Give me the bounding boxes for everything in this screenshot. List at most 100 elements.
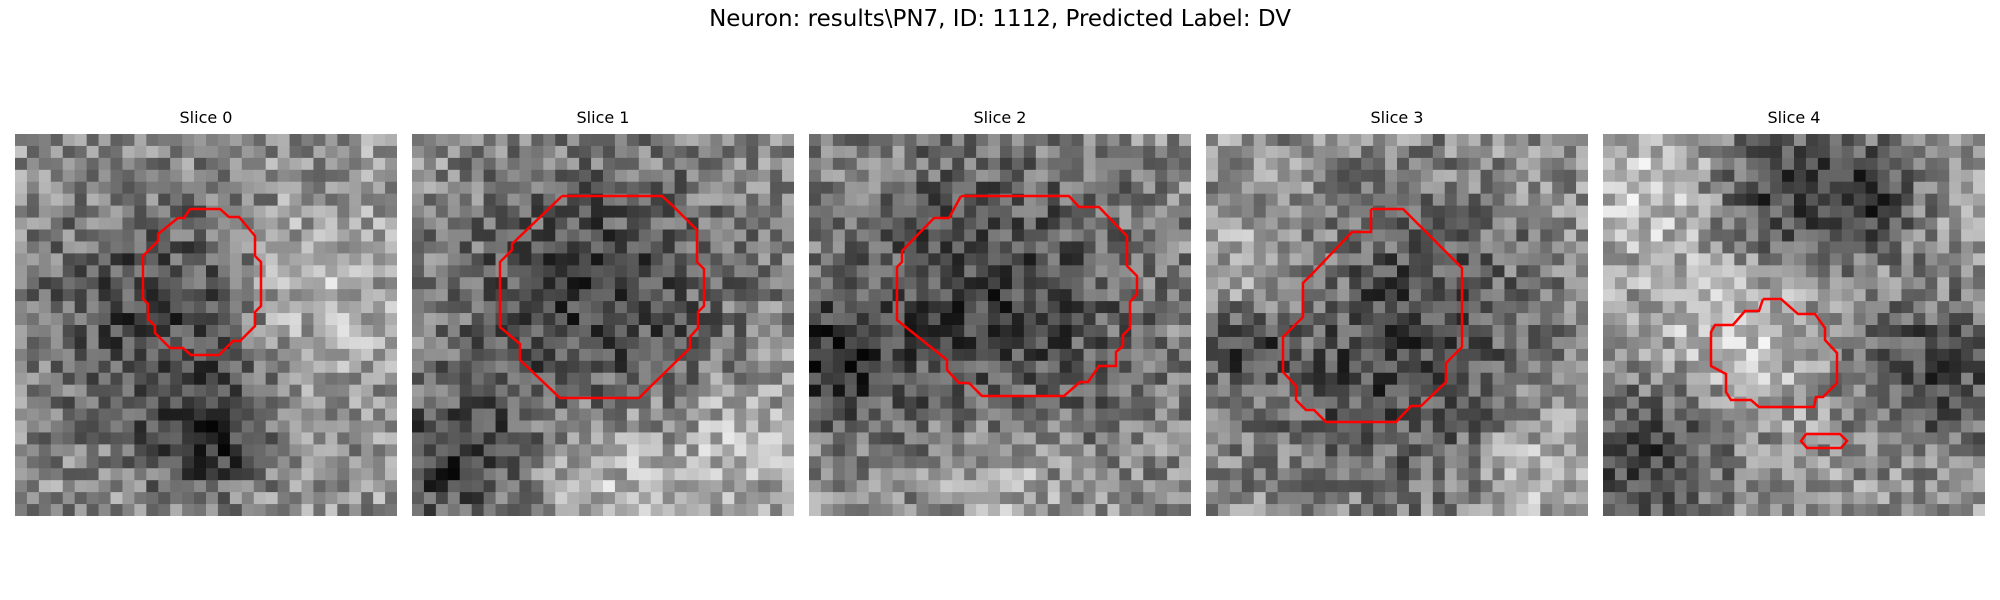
image-pixel [832, 217, 846, 231]
image-pixel [122, 336, 135, 350]
image-pixel [385, 372, 397, 386]
image-pixel [373, 181, 386, 195]
image-pixel [146, 134, 159, 147]
image-pixel [856, 456, 870, 469]
image-pixel [1313, 348, 1326, 362]
image-pixel [1782, 444, 1795, 457]
image-pixel [253, 205, 267, 219]
image-pixel [916, 492, 929, 505]
image-pixel [1770, 432, 1783, 445]
image-pixel [1877, 217, 1891, 231]
image-pixel [253, 504, 267, 516]
image-pixel [1361, 456, 1374, 469]
roi-contour-0 [141, 207, 263, 357]
image-pixel [579, 396, 592, 410]
image-pixel [1901, 193, 1914, 207]
image-pixel [412, 492, 425, 505]
image-pixel [976, 301, 989, 314]
image-pixel [1301, 313, 1315, 326]
image-pixel [1206, 217, 1219, 231]
image-pixel [313, 229, 326, 243]
image-pixel [1179, 444, 1191, 457]
image-pixel [1841, 277, 1855, 290]
image-pixel [1408, 265, 1422, 278]
image-pixel [337, 360, 350, 374]
image-pixel [1889, 145, 1903, 159]
image-pixel [349, 301, 362, 314]
image-pixel [50, 420, 64, 434]
image-pixel [880, 289, 894, 302]
image-pixel [495, 348, 509, 362]
image-pixel [1325, 301, 1338, 314]
image-pixel [1083, 289, 1097, 302]
image-pixel [1961, 241, 1974, 254]
image-pixel [1131, 360, 1144, 374]
image-pixel [134, 157, 147, 171]
image-pixel [1973, 408, 1985, 422]
image-pixel [1337, 456, 1350, 469]
image-pixel [531, 492, 544, 505]
image-pixel [38, 265, 52, 278]
image-pixel [1626, 372, 1640, 386]
image-pixel [1528, 360, 1541, 374]
image-pixel [1023, 504, 1037, 516]
image-pixel [770, 157, 783, 171]
image-pixel [1432, 253, 1446, 266]
image-pixel [638, 157, 652, 171]
image-pixel [1746, 360, 1759, 374]
image-pixel [38, 504, 52, 516]
image-pixel [1468, 384, 1482, 398]
image-pixel [1949, 229, 1962, 243]
image-pixel [1480, 504, 1494, 516]
image-pixel [1614, 169, 1628, 183]
image-pixel [206, 265, 219, 278]
image-pixel [15, 372, 28, 386]
image-pixel [423, 456, 437, 469]
image-pixel [1925, 396, 1938, 410]
image-pixel [170, 265, 183, 278]
image-pixel [1301, 325, 1315, 338]
image-pixel [507, 253, 521, 266]
image-pixel [1349, 313, 1362, 326]
image-pixel [337, 265, 350, 278]
image-pixel [158, 193, 171, 207]
image-pixel [170, 432, 183, 445]
image-pixel [373, 468, 386, 481]
image-pixel [1155, 253, 1168, 266]
image-pixel [1638, 360, 1652, 374]
image-pixel [265, 265, 279, 278]
image-pixel [265, 217, 279, 231]
image-pixel [1734, 384, 1747, 398]
image-pixel [1241, 408, 1255, 422]
image-pixel [1241, 468, 1255, 481]
image-pixel [1456, 205, 1470, 219]
image-pixel [1349, 325, 1362, 338]
image-pixel [1373, 372, 1386, 386]
image-pixel [1456, 432, 1470, 445]
image-pixel [1564, 360, 1577, 374]
image-pixel [758, 134, 771, 147]
image-pixel [1000, 420, 1013, 434]
image-pixel [976, 289, 989, 302]
image-pixel [412, 134, 425, 147]
image-pixel [1746, 384, 1759, 398]
image-pixel [1528, 145, 1541, 159]
image-pixel [1083, 205, 1097, 219]
image-pixel [1000, 480, 1013, 493]
image-pixel [880, 396, 894, 410]
image-pixel [722, 277, 735, 290]
image-pixel [1614, 229, 1628, 243]
image-pixel [1782, 181, 1795, 195]
image-pixel [1408, 217, 1422, 231]
image-pixel [313, 456, 326, 469]
image-pixel [758, 325, 771, 338]
image-pixel [301, 492, 315, 505]
image-pixel [50, 444, 64, 457]
image-pixel [1095, 169, 1109, 183]
image-pixel [734, 229, 747, 243]
image-pixel [1722, 432, 1735, 445]
image-pixel [844, 336, 858, 350]
image-pixel [880, 408, 894, 422]
image-pixel [289, 444, 303, 457]
image-pixel [1564, 420, 1577, 434]
